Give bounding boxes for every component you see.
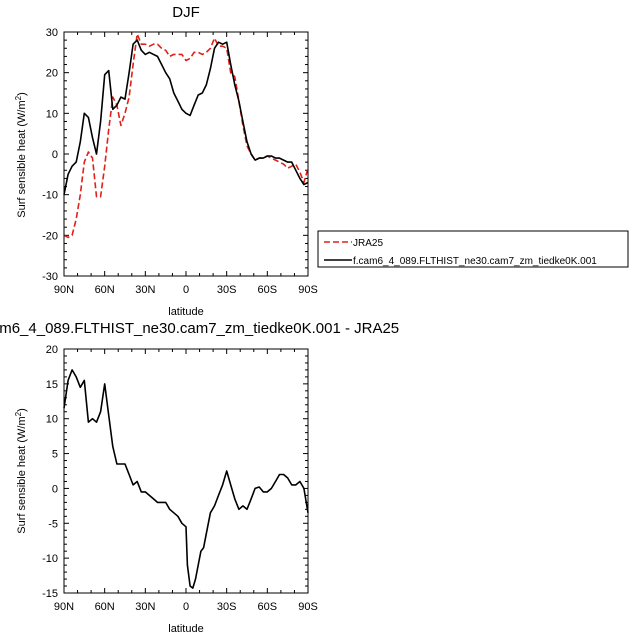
- bottom-y-tick-label: 5: [52, 449, 58, 461]
- top-x-tick-label: 90N: [54, 284, 74, 296]
- top-x-tick-labels: 90N 60N 30N 0 30S 60S 90S: [54, 284, 318, 296]
- bottom-y-tick-label: -5: [48, 518, 58, 530]
- top-y-axis-label-superscript: 2: [14, 95, 23, 100]
- top-x-tick-label: 90S: [298, 284, 318, 296]
- top-series-line-1: [63, 39, 309, 195]
- bottom-x-tick-label: 30N: [135, 601, 155, 613]
- top-y-tick-label: -10: [42, 190, 58, 202]
- bottom-x-axis-label: latitude: [168, 623, 203, 635]
- top-x-tick-label: 0: [183, 284, 189, 296]
- bottom-series-line-0: [63, 369, 309, 589]
- top-plot-frame: [63, 31, 309, 277]
- top-y-tick-label: 30: [46, 27, 58, 39]
- top-y-tick-label: 0: [52, 149, 58, 161]
- top-y-tick-label: 20: [46, 68, 58, 80]
- top-y-axis-label: Surf sensible heat (W/m2): [14, 92, 29, 218]
- top-chart-title: DJF: [172, 4, 200, 21]
- bottom-x-tick-label: 60N: [95, 601, 115, 613]
- top-panel: DJF -30 -20 -10 0 10 20 30 90N 60N 30N 0 30S 60S 90S…: [14, 4, 318, 318]
- bottom-x-tick-label: 0: [183, 601, 189, 613]
- bottom-series-lines: [63, 369, 309, 589]
- bottom-x-tick-label: 60S: [258, 601, 278, 613]
- legend-label-jra25: JRA25: [353, 238, 383, 249]
- bottom-chart-title: am6_4_089.FLTHIST_ne30.cam7_zm_tiedke0K.…: [0, 320, 399, 337]
- top-y-tick-label: 10: [46, 108, 58, 120]
- bottom-x-tick-label: 90S: [298, 601, 318, 613]
- top-x-tick-label: 60S: [258, 284, 278, 296]
- top-y-tick-labels: -30 -20 -10 0 10 20 30: [42, 27, 58, 283]
- top-y-tick-label: -20: [42, 230, 58, 242]
- top-y-tick-label: -30: [42, 271, 58, 283]
- top-series-line-0: [63, 33, 309, 239]
- top-tick-marks: [63, 31, 309, 277]
- legend: JRA25 f.cam6_4_089.FLTHIST_ne30.cam7_zm_…: [317, 230, 629, 268]
- bottom-plot-frame: [63, 348, 309, 594]
- bottom-y-tick-label: 15: [46, 379, 58, 391]
- top-x-tick-label: 60N: [95, 284, 115, 296]
- bottom-tick-marks: [63, 348, 309, 594]
- bottom-y-axis-label: Surf sensible heat (W/m2): [14, 408, 29, 534]
- bottom-y-tick-label: 0: [52, 483, 58, 495]
- top-x-axis-label: latitude: [168, 306, 203, 318]
- bottom-x-tick-label: 90N: [54, 601, 74, 613]
- bottom-y-tick-label: -10: [42, 553, 58, 565]
- legend-label-model: f.cam6_4_089.FLTHIST_ne30.cam7_zm_tiedke…: [353, 256, 597, 267]
- bottom-y-tick-label: 10: [46, 414, 58, 426]
- bottom-x-tick-label: 30S: [217, 601, 237, 613]
- bottom-y-tick-label: -15: [42, 588, 58, 600]
- legend-box: [317, 230, 629, 268]
- bottom-y-tick-label: 20: [46, 344, 58, 356]
- bottom-y-tick-labels: -15 -10 -5 0 5 10 15 20: [42, 344, 58, 600]
- bottom-y-axis-label-superscript: 2: [14, 411, 23, 416]
- bottom-x-tick-labels: 90N 60N 30N 0 30S 60S 90S: [54, 601, 318, 613]
- top-x-tick-label: 30S: [217, 284, 237, 296]
- bottom-panel: am6_4_089.FLTHIST_ne30.cam7_zm_tiedke0K.…: [0, 320, 399, 635]
- top-x-tick-label: 30N: [135, 284, 155, 296]
- top-series-lines: [63, 33, 309, 239]
